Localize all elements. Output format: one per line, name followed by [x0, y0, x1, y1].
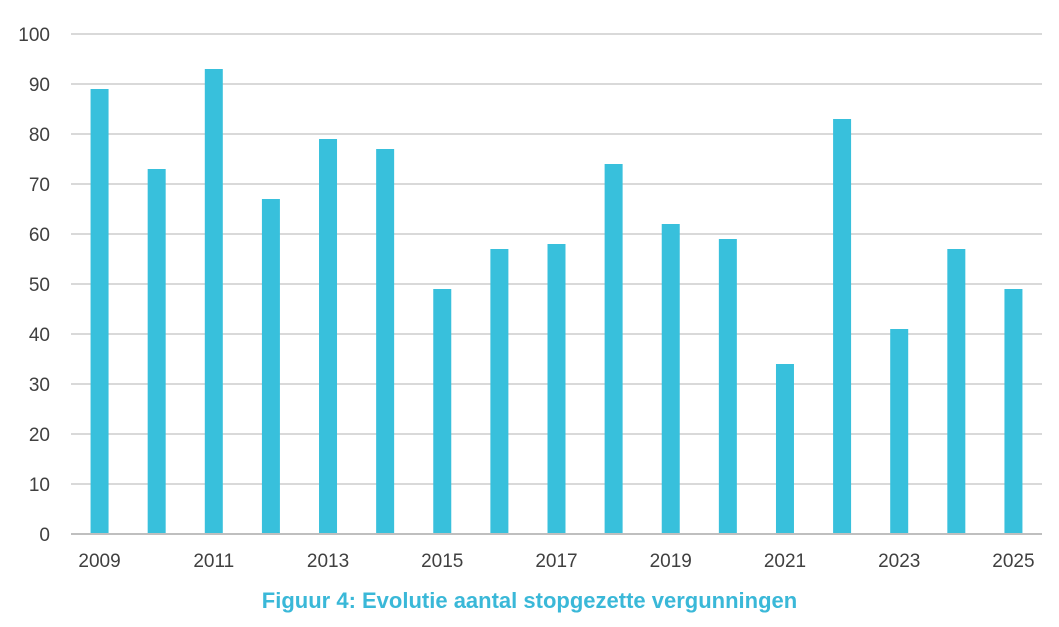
x-tick-label: 2009	[78, 551, 120, 572]
x-tick-label: 2021	[764, 551, 806, 572]
bar-2022	[833, 119, 852, 534]
x-tick-label: 2017	[535, 551, 577, 572]
bar-2023	[890, 329, 909, 534]
bar-2010	[147, 169, 166, 534]
y-axis-tick-labels: 0 10 20 30 40 50 60 70 80 90 100	[18, 25, 50, 546]
y-tick-label: 100	[18, 25, 50, 46]
bar-2019	[661, 224, 680, 534]
bar-2018	[604, 164, 623, 534]
bar-2009	[90, 89, 109, 534]
figure-caption: Figuur 4: Evolutie aantal stopgezette ve…	[261, 588, 798, 613]
y-tick-label: 40	[29, 325, 50, 346]
bar-2021	[775, 364, 794, 534]
x-axis-tick-labels: 2009 2011 2013 2015 2017 2019 2021 2023 2025	[78, 551, 1034, 572]
bar-2012	[261, 199, 280, 534]
y-tick-label: 70	[29, 175, 50, 196]
x-tick-label: 2013	[307, 551, 349, 572]
y-tick-label: 20	[29, 425, 50, 446]
x-tick-label: 2011	[193, 551, 234, 572]
x-tick-label: 2015	[421, 551, 463, 572]
bar-2011	[204, 69, 223, 534]
y-tick-label: 90	[29, 75, 50, 96]
bar-2025	[1004, 289, 1023, 534]
y-tick-label: 60	[29, 225, 50, 246]
y-tick-label: 80	[29, 125, 50, 146]
bar-2020	[718, 239, 737, 534]
bar-2016	[490, 249, 509, 534]
y-tick-label: 0	[39, 525, 50, 546]
bar-2024	[947, 249, 966, 534]
bar-2015	[433, 289, 452, 534]
bar-2014	[376, 149, 395, 534]
x-tick-label: 2023	[878, 551, 920, 572]
y-tick-label: 10	[29, 475, 50, 496]
bar-2017	[547, 244, 566, 534]
y-tick-label: 50	[29, 275, 50, 296]
x-tick-label: 2025	[992, 551, 1034, 572]
y-tick-label: 30	[29, 375, 50, 396]
bars	[90, 69, 1023, 534]
bar-2013	[319, 139, 338, 534]
x-tick-label: 2019	[650, 551, 692, 572]
